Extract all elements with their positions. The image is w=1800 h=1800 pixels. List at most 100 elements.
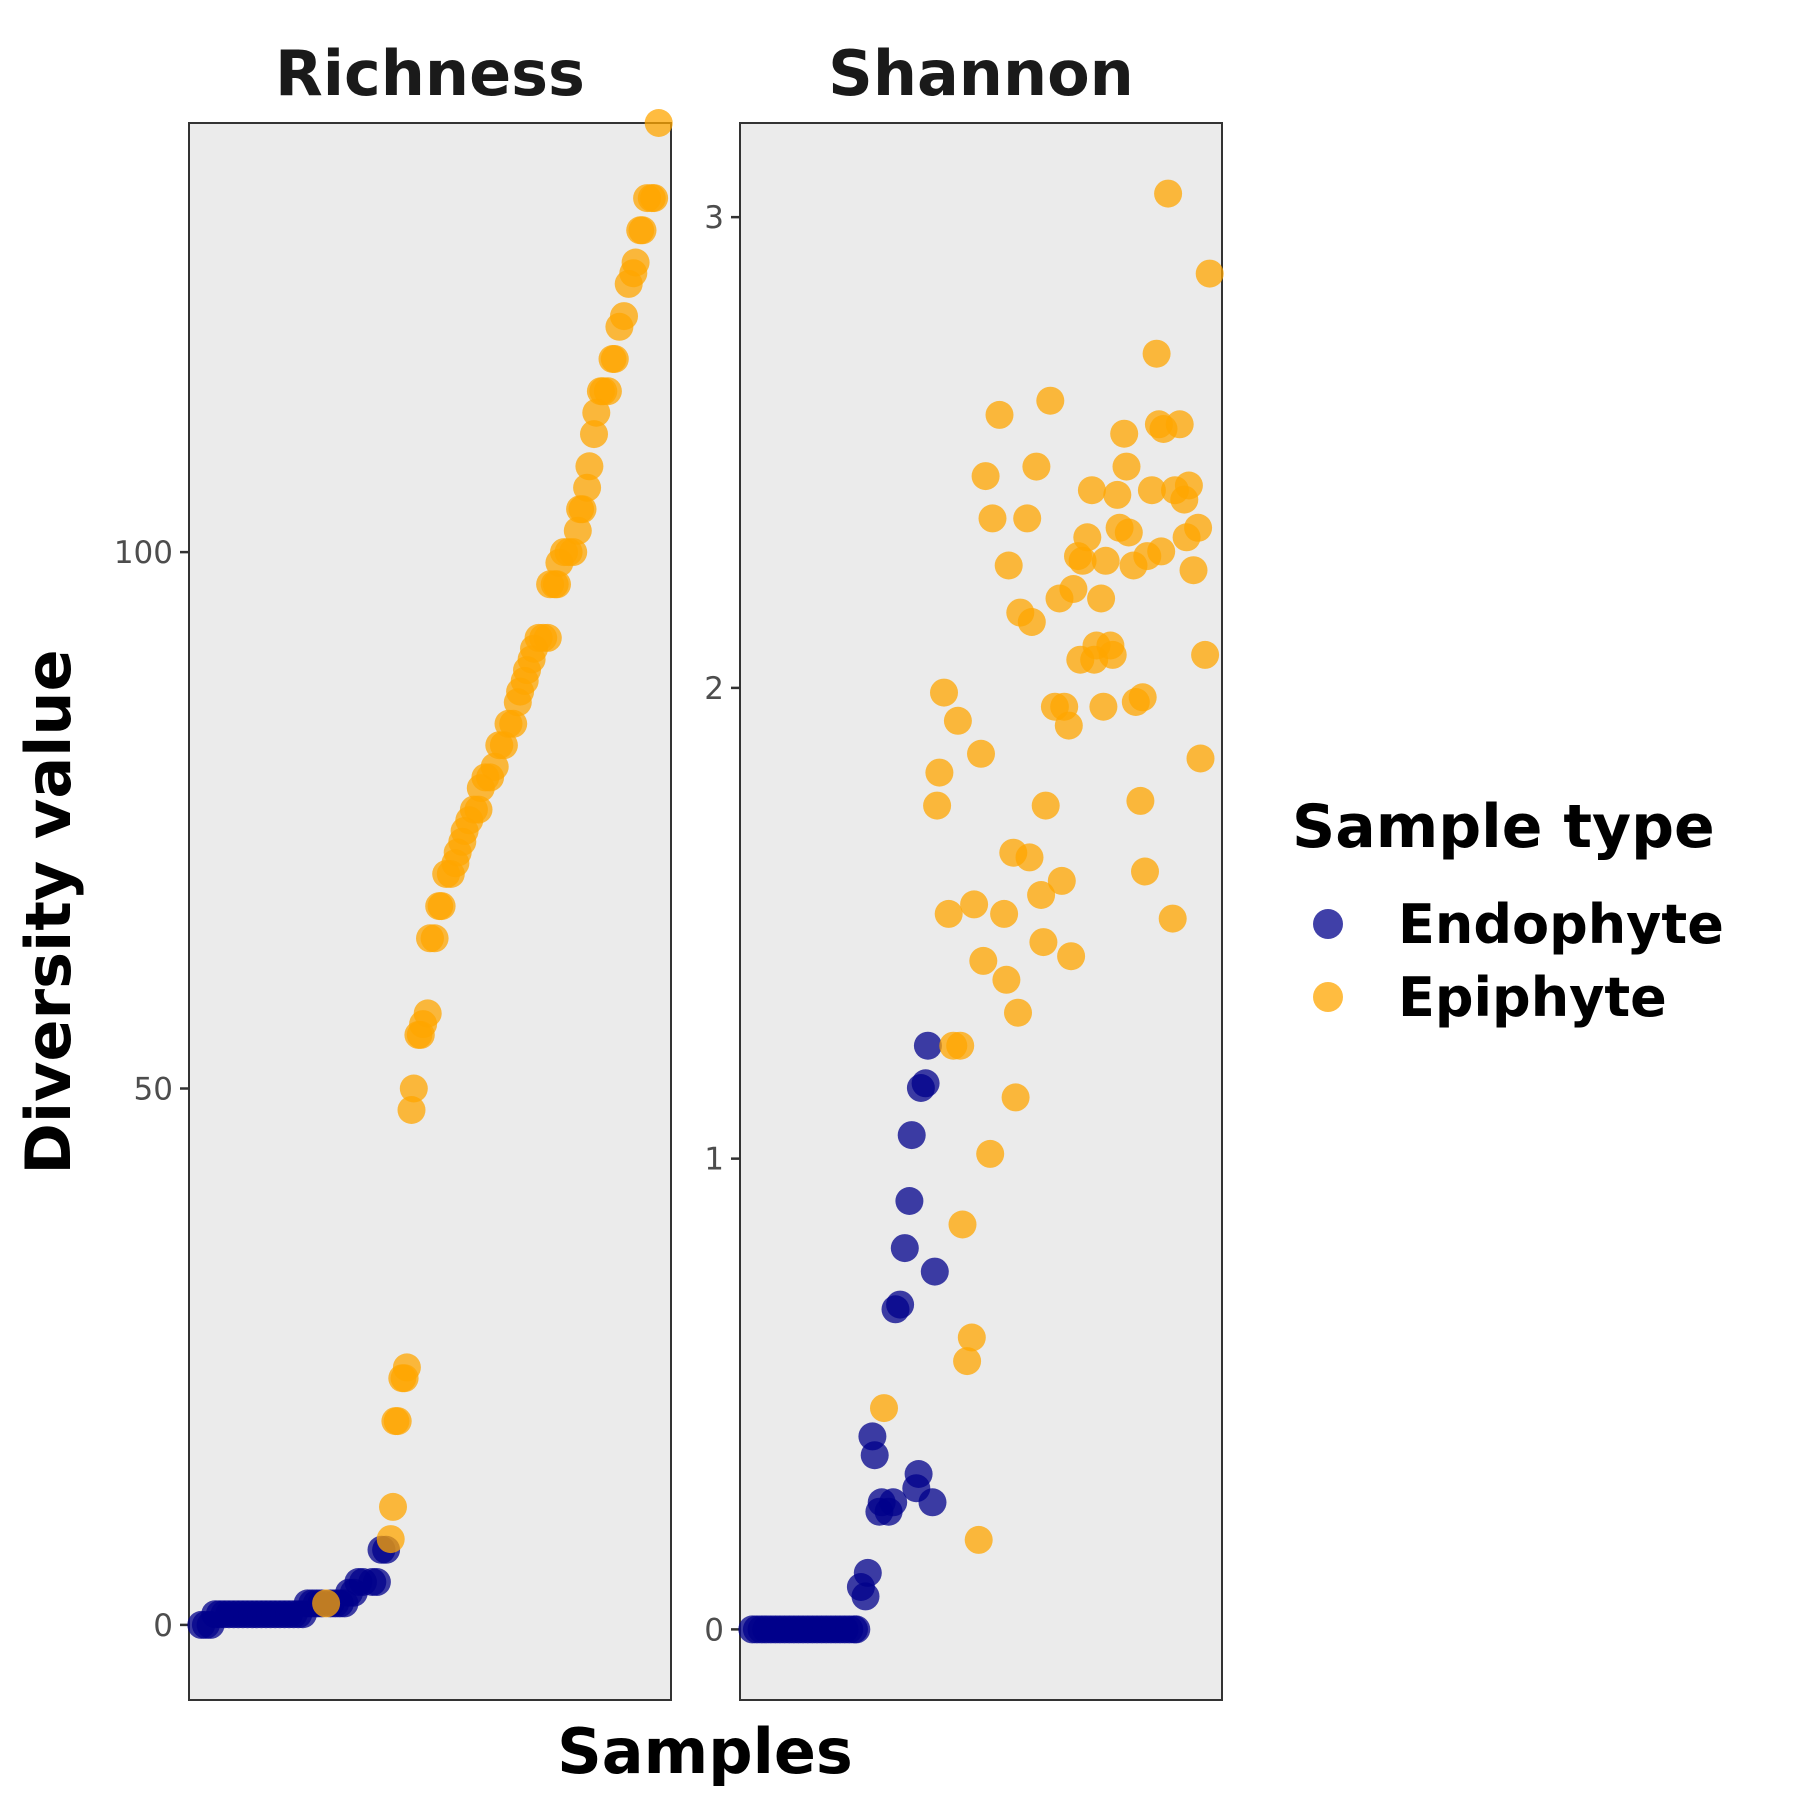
richness-point-epiphyte [621,248,650,277]
shannon-point-epiphyte [870,1394,898,1423]
shannon-point-epiphyte [1191,640,1220,669]
shannon-point-epiphyte [978,504,1007,533]
shannon-point-epiphyte [985,400,1014,429]
shannon-point-epiphyte [1027,881,1056,909]
shannon-point-endophyte [920,1257,949,1286]
shannon-point-epiphyte [1013,504,1042,533]
shannon-point-epiphyte [946,1031,975,1060]
richness-point-epiphyte [383,1407,412,1436]
shannon-point-epiphyte [1031,791,1060,820]
shannon-point-epiphyte [1059,575,1088,603]
richness-points [187,109,673,1639]
shannon-point-epiphyte [969,946,998,975]
richness-point-endophyte [362,1568,391,1596]
legend-key-endophyte [1313,909,1343,939]
richness-point-epiphyte [568,495,597,524]
richness-point-epiphyte [543,570,571,599]
shannon-y-tick-label: 0 [704,1612,724,1648]
legend: Sample type Endophyte Epiphyte [1292,792,1724,1029]
shannon-point-epiphyte [1054,711,1083,740]
shannon-y-tick-label: 1 [704,1142,724,1178]
shannon-point-epiphyte [1077,476,1106,505]
richness-point-epiphyte [379,1492,407,1521]
shannon-point-epiphyte [1103,480,1132,509]
richness-point-epiphyte [376,1525,405,1554]
facet-title-richness: Richness [275,37,585,110]
richness-point-epiphyte [489,731,518,760]
shannon-point-epiphyte [1179,556,1208,585]
richness-y-tick-label: 50 [134,1072,173,1108]
shannon-point-epiphyte [1174,471,1203,500]
shannon-point-epiphyte [1068,546,1097,575]
shannon-point-epiphyte [1112,452,1141,481]
shannon-point-endophyte [853,1558,882,1587]
y-axis-title: Diversity value [12,649,85,1174]
shannon-points [738,179,1224,1644]
shannon-point-endophyte [918,1488,947,1517]
shannon-point-epiphyte [1087,584,1116,613]
shannon-point-epiphyte [964,1525,993,1554]
richness-point-epiphyte [582,398,611,427]
shannon-point-endophyte [911,1069,940,1098]
richness-y-tick-label: 100 [114,535,173,571]
shannon-point-endophyte [890,1234,919,1263]
shannon-point-epiphyte [1186,744,1215,773]
shannon-point-epiphyte [976,1139,1005,1168]
shannon-y-tick-label: 3 [704,200,724,236]
legend-label-epiphyte: Epiphyte [1398,966,1667,1029]
richness-point-epiphyte [399,1074,428,1103]
shannon-point-epiphyte [925,758,954,787]
richness-point-epiphyte [573,473,602,502]
shannon-point-endophyte [895,1187,924,1215]
richness-point-epiphyte [580,420,608,449]
shannon-point-endophyte [860,1441,889,1470]
shannon-point-epiphyte [1004,998,1032,1027]
shannon-point-epiphyte [923,791,952,820]
shannon-point-epiphyte [1098,640,1127,669]
shannon-point-epiphyte [1126,786,1155,815]
x-axis-title: Samples [557,1715,853,1788]
shannon-point-epiphyte [1131,857,1159,886]
shannon-point-epiphyte [1001,1083,1030,1112]
shannon-point-epiphyte [994,551,1023,580]
shannon-point-epiphyte [1017,608,1046,636]
shannon-point-epiphyte [1137,476,1166,505]
richness-point-epiphyte [559,538,588,567]
shannon-point-endophyte [879,1488,908,1517]
richness-point-epiphyte [610,302,638,331]
shannon-point-epiphyte [948,1210,977,1239]
shannon-point-epiphyte [1158,904,1187,933]
richness-point-epiphyte [392,1353,421,1382]
legend-title: Sample type [1292,792,1715,862]
richness-point-epiphyte [499,709,528,738]
shannon-point-epiphyte [1165,410,1194,439]
richness-point-epiphyte [427,892,456,921]
facet-title-shannon: Shannon [828,37,1134,110]
shannon-point-endophyte [842,1615,871,1644]
shannon-point-epiphyte [967,739,995,768]
shannon-point-epiphyte [1057,942,1086,971]
richness-point-epiphyte [640,184,669,213]
shannon-point-endophyte [886,1290,915,1319]
shannon-y-axis: 0 1 2 3 [704,200,740,1648]
richness-point-epiphyte [480,752,509,781]
richness-point-epiphyte [420,924,449,953]
legend-key-epiphyte [1313,982,1343,1012]
richness-y-axis: 0 50 100 [114,535,189,1644]
shannon-point-epiphyte [1089,692,1118,721]
richness-y-tick-label: 0 [153,1608,173,1644]
shannon-point-epiphyte [1147,537,1176,566]
shannon-point-epiphyte [1015,843,1044,872]
shannon-point-epiphyte [930,678,958,707]
richness-point-epiphyte [533,623,562,652]
richness-facet: Richness 0 50 100 [114,37,673,1701]
shannon-point-epiphyte [1029,928,1058,957]
richness-point-epiphyte [464,795,493,824]
richness-point-epiphyte [563,516,592,545]
shannon-point-epiphyte [943,706,972,735]
shannon-facet: Shannon 0 1 2 3 [704,37,1224,1701]
shannon-point-epiphyte [1184,513,1213,542]
shannon-point-epiphyte [957,1323,986,1352]
shannon-point-epiphyte [1110,419,1139,448]
